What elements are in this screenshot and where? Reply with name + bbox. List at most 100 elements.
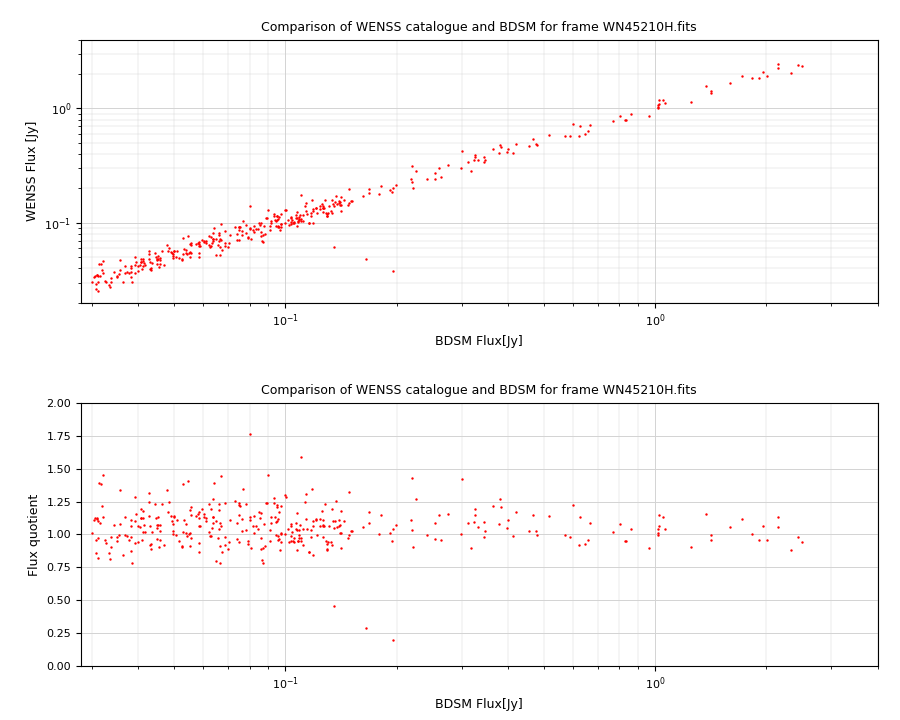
Point [321, 536, 336, 548]
Point [263, 536, 277, 547]
Point [123, 260, 138, 271]
Point [175, 253, 189, 265]
Point [704, 86, 718, 97]
Point [305, 521, 320, 532]
Point [123, 266, 138, 277]
Point [207, 222, 221, 234]
Point [120, 530, 134, 541]
Point [344, 196, 358, 207]
Point [290, 524, 304, 536]
Point [142, 246, 157, 257]
Point [478, 526, 492, 537]
Point [230, 517, 245, 528]
Point [183, 238, 197, 250]
Point [91, 276, 105, 288]
Point [281, 523, 295, 535]
Point [125, 276, 140, 288]
Point [179, 247, 194, 258]
Point [157, 539, 171, 551]
Point [102, 547, 116, 559]
Point [85, 528, 99, 539]
Point [329, 495, 344, 507]
Point [176, 514, 191, 526]
Point [770, 521, 785, 533]
Point [256, 220, 271, 231]
Point [143, 521, 157, 532]
Point [319, 536, 333, 547]
Point [144, 538, 158, 549]
Point [582, 518, 597, 529]
Point [578, 539, 592, 550]
Point [289, 210, 303, 221]
Point [103, 554, 117, 565]
Point [151, 250, 166, 261]
Point [254, 226, 268, 238]
Point [231, 235, 246, 246]
Point [613, 109, 627, 121]
Point [206, 511, 220, 523]
Point [332, 521, 347, 532]
Point [302, 217, 316, 229]
Point [284, 530, 298, 541]
Point [461, 517, 475, 528]
Point [241, 536, 256, 547]
Point [112, 485, 127, 496]
Point [441, 160, 455, 171]
Point [272, 506, 286, 518]
Point [642, 542, 656, 554]
Point [652, 520, 666, 531]
Point [388, 180, 402, 192]
Point [652, 509, 666, 521]
Point [142, 248, 157, 260]
Point [165, 516, 179, 527]
Point [181, 476, 195, 487]
Point [199, 516, 213, 527]
Point [95, 267, 110, 279]
Point [134, 256, 148, 268]
Point [143, 263, 157, 274]
Point [286, 536, 301, 547]
Point [385, 182, 400, 194]
Point [558, 131, 572, 143]
Point [265, 217, 279, 229]
Point [130, 266, 145, 277]
Point [322, 200, 337, 212]
Point [273, 225, 287, 236]
Point [238, 219, 253, 230]
Point [235, 225, 249, 236]
Point [107, 266, 122, 278]
Point [164, 510, 178, 522]
Point [107, 519, 122, 531]
Point [266, 209, 281, 220]
Point [606, 114, 620, 126]
Point [760, 71, 774, 82]
Point [90, 513, 104, 525]
Point [204, 530, 219, 541]
Point [209, 555, 223, 567]
Point [91, 285, 105, 297]
Point [143, 539, 157, 551]
Point [169, 246, 184, 257]
Point [454, 145, 469, 157]
Point [356, 191, 370, 202]
Point [316, 515, 330, 526]
Point [128, 251, 142, 263]
Point [464, 165, 478, 176]
Point [486, 500, 500, 511]
Point [385, 523, 400, 535]
Point [770, 511, 785, 523]
Point [286, 217, 301, 229]
Point [562, 531, 577, 543]
Point [153, 255, 167, 266]
Point [150, 254, 165, 266]
Point [329, 190, 344, 202]
Point [704, 534, 718, 546]
Point [182, 528, 196, 539]
Point [342, 486, 356, 498]
Point [284, 521, 298, 532]
Point [144, 526, 158, 538]
Point [342, 197, 356, 209]
Point [305, 206, 320, 217]
Point [231, 225, 246, 236]
Point [238, 228, 253, 239]
